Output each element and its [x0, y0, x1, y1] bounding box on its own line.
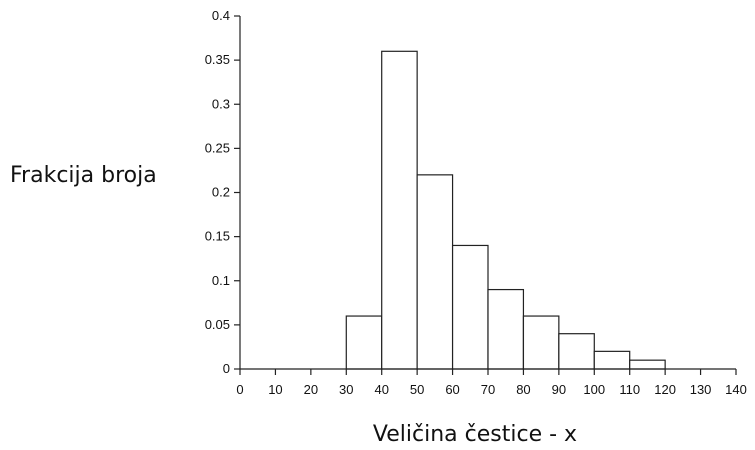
y-tick-label: 0.15	[205, 229, 230, 244]
histogram-bar-60-70	[451, 244, 489, 370]
histogram-bar-30-40	[345, 315, 383, 370]
x-tick-label: 120	[654, 382, 676, 397]
y-tick-label: 0.05	[205, 317, 230, 332]
histogram-bar-80-90	[522, 315, 560, 370]
x-tick-label: 60	[445, 382, 459, 397]
y-tick-label: 0	[223, 361, 230, 376]
histogram-bar-110-120	[629, 359, 666, 370]
x-tick-label: 40	[374, 382, 388, 397]
histogram-bar-100-110	[593, 350, 631, 370]
y-axis-title: Frakcija broja	[10, 163, 157, 188]
y-tick-label: 0.4	[212, 8, 230, 23]
x-tick-label: 140	[725, 382, 747, 397]
y-tick-label: 0.1	[212, 273, 230, 288]
x-tick-label: 100	[583, 382, 605, 397]
y-tick-label: 0.25	[205, 140, 230, 155]
x-tick-label: 20	[304, 382, 318, 397]
histogram-bar-40-50	[381, 50, 418, 370]
x-tick-label: 10	[268, 382, 282, 397]
x-tick-label: 50	[410, 382, 424, 397]
x-ticks-group: 0 10 20 30 40 50 60 70 80 90 100 110 120 130 140	[236, 369, 747, 397]
x-tick-label: 80	[516, 382, 530, 397]
x-axis-title: Veličina čestice - x	[373, 422, 577, 447]
x-tick-label: 70	[481, 382, 495, 397]
x-tick-label: 110	[619, 382, 640, 397]
x-tick-label: 30	[339, 382, 353, 397]
y-ticks-group: 0 0.05 0.1 0.15 0.2 0.25 0.3 0.35 0.4	[205, 8, 240, 376]
histogram-bar-50-60	[416, 174, 454, 370]
y-tick-label: 0.2	[212, 185, 230, 200]
x-tick-label: 90	[552, 382, 566, 397]
histogram-bar-70-80	[487, 288, 525, 370]
x-tick-label: 0	[236, 382, 243, 397]
y-tick-label: 0.3	[212, 96, 230, 111]
bars-group	[345, 50, 666, 370]
y-tick-label: 0.35	[205, 52, 230, 67]
histogram-bar-90-100	[558, 333, 595, 370]
x-tick-label: 130	[690, 382, 712, 397]
